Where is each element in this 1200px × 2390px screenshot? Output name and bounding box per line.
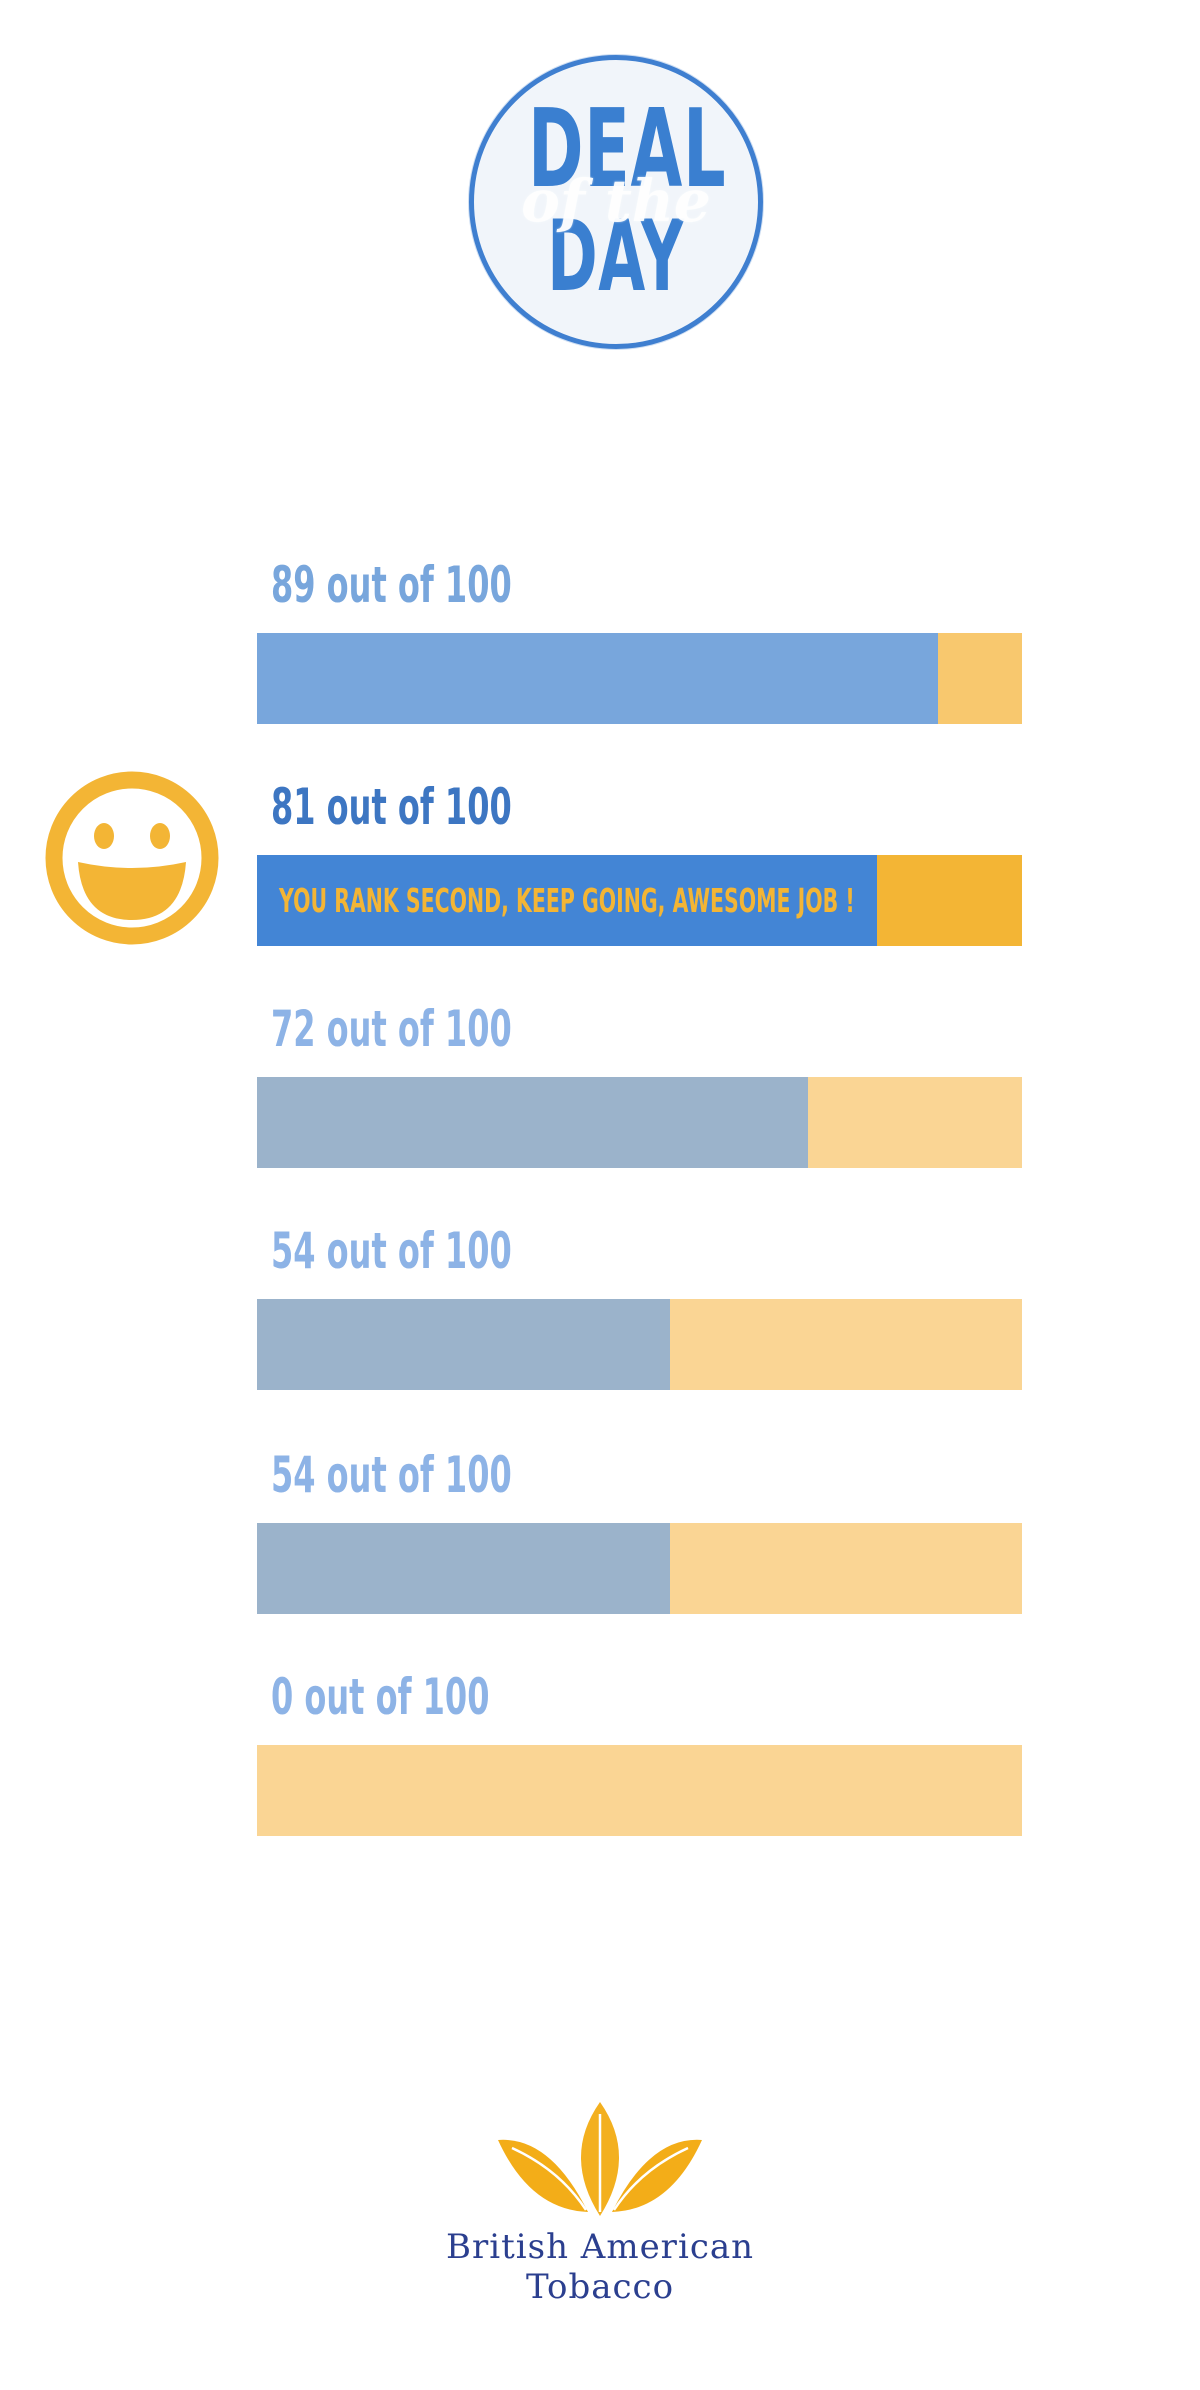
badge-deal-text: DEAL	[527, 87, 727, 212]
score-bar	[257, 1077, 1022, 1168]
score-bar-fill	[257, 1299, 671, 1390]
logo-text-line2: Tobacco	[525, 2267, 675, 2307]
score-bar	[257, 1299, 1022, 1390]
smiley-face-icon	[45, 771, 219, 945]
deal-of-the-day-badge: DEAL DAY of the	[469, 55, 763, 349]
british-american-tobacco-logo: British American Tobacco	[420, 2100, 780, 2320]
logo-text-line1: British American	[445, 2227, 755, 2267]
score-label: 72 out of 100	[271, 1000, 512, 1058]
score-bar	[257, 1745, 1022, 1836]
badge-of-the-text: of the	[521, 167, 711, 235]
score-label: 54 out of 100	[271, 1222, 512, 1280]
badge-day-text: DAY	[547, 200, 685, 314]
score-label: 81 out of 100	[271, 778, 512, 836]
tobacco-leaf-logo	[498, 2102, 702, 2216]
score-bar-fill	[257, 1523, 671, 1614]
score-label: 89 out of 100	[271, 556, 512, 614]
score-bar	[257, 633, 1022, 724]
rank-message: YOU RANK SECOND, KEEP GOING, AWESOME JOB…	[279, 881, 855, 920]
score-bar-fill	[257, 1077, 808, 1168]
score-label: 0 out of 100	[271, 1668, 490, 1726]
score-bar: YOU RANK SECOND, KEEP GOING, AWESOME JOB…	[257, 855, 1022, 946]
score-bar-fill	[257, 855, 877, 946]
score-bar-fill	[257, 633, 938, 724]
score-bar	[257, 1523, 1022, 1614]
score-label: 54 out of 100	[271, 1446, 512, 1504]
